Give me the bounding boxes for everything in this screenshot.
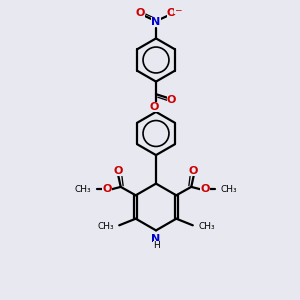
Text: H: H bbox=[153, 241, 159, 250]
Text: CH₃: CH₃ bbox=[198, 222, 215, 231]
Text: O: O bbox=[103, 184, 112, 194]
Text: O: O bbox=[114, 166, 123, 176]
Text: O: O bbox=[189, 166, 198, 176]
Text: O: O bbox=[136, 8, 145, 19]
Text: CH₃: CH₃ bbox=[221, 185, 238, 194]
Text: N: N bbox=[152, 17, 160, 27]
Text: O: O bbox=[200, 184, 209, 194]
Text: O: O bbox=[167, 8, 176, 19]
Text: O: O bbox=[167, 94, 176, 105]
Text: O: O bbox=[149, 102, 159, 112]
Text: N: N bbox=[152, 234, 160, 244]
Text: CH₃: CH₃ bbox=[74, 185, 91, 194]
Text: CH₃: CH₃ bbox=[97, 222, 114, 231]
Text: −: − bbox=[175, 5, 182, 14]
